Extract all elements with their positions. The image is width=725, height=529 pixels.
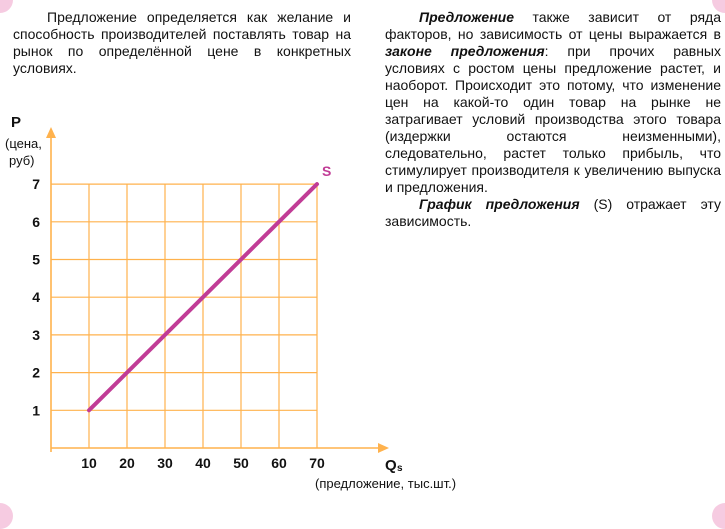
text-part: : при прочих равных условиях с ростом це…	[385, 43, 721, 195]
x-tick-label: 50	[233, 455, 249, 471]
y-tick-label: 2	[32, 365, 40, 381]
term-supply: Предложение	[419, 9, 515, 25]
x-tick-label: 30	[157, 455, 173, 471]
text-part: (S) отражает эту зависимость.	[385, 196, 721, 229]
y-axis-caption: (цена,	[5, 136, 42, 151]
x-axis-arrow	[378, 443, 389, 453]
chart-axes	[46, 127, 389, 453]
y-tick-label: 4	[32, 289, 40, 305]
y-axis-caption: руб)	[9, 153, 35, 168]
y-axis-label: P	[11, 114, 21, 131]
text-part: также зависит от ряда факторов, но завис…	[385, 9, 721, 42]
x-axis-label: Q	[385, 457, 397, 474]
y-tick-label: 5	[32, 252, 40, 268]
y-tick-labels: 1 2 3 4 5 6 7	[32, 176, 40, 418]
chart-series: S	[87, 163, 331, 413]
definition-paragraph: Предложение определяется как желание и с…	[13, 9, 351, 76]
supply-chart: 10 20 30 40 50 60 70 1 2 3 4 5 6 7 S P (цена, руб) Q…	[5, 114, 456, 491]
x-tick-label: 70	[309, 455, 325, 471]
y-tick-label: 1	[32, 402, 40, 418]
x-tick-label: 20	[119, 455, 135, 471]
supply-law-text: Предложение также зависит от ряда фактор…	[385, 9, 721, 230]
supply-curve-label: S	[322, 163, 331, 179]
x-tick-labels: 10 20 30 40 50 60 70	[81, 455, 325, 471]
x-tick-label: 40	[195, 455, 211, 471]
y-tick-label: 7	[32, 176, 40, 192]
term-law-of-supply: законе предложения	[385, 43, 545, 59]
supply-graph-paragraph: График предложения (S) отражает эту зави…	[385, 196, 721, 230]
term-supply-graph: График предложения	[419, 196, 580, 212]
x-tick-label: 10	[81, 455, 97, 471]
y-tick-label: 3	[32, 327, 40, 343]
x-tick-label: 60	[271, 455, 287, 471]
x-axis-subscript: s	[397, 463, 403, 474]
y-tick-label: 6	[32, 214, 40, 230]
chart-grid	[51, 183, 318, 448]
x-axis-caption: (предложение, тыс.шт.)	[315, 476, 456, 491]
supply-law-paragraph: Предложение также зависит от ряда фактор…	[385, 9, 721, 196]
y-axis-arrow	[46, 127, 56, 138]
supply-curve-line	[87, 182, 319, 413]
